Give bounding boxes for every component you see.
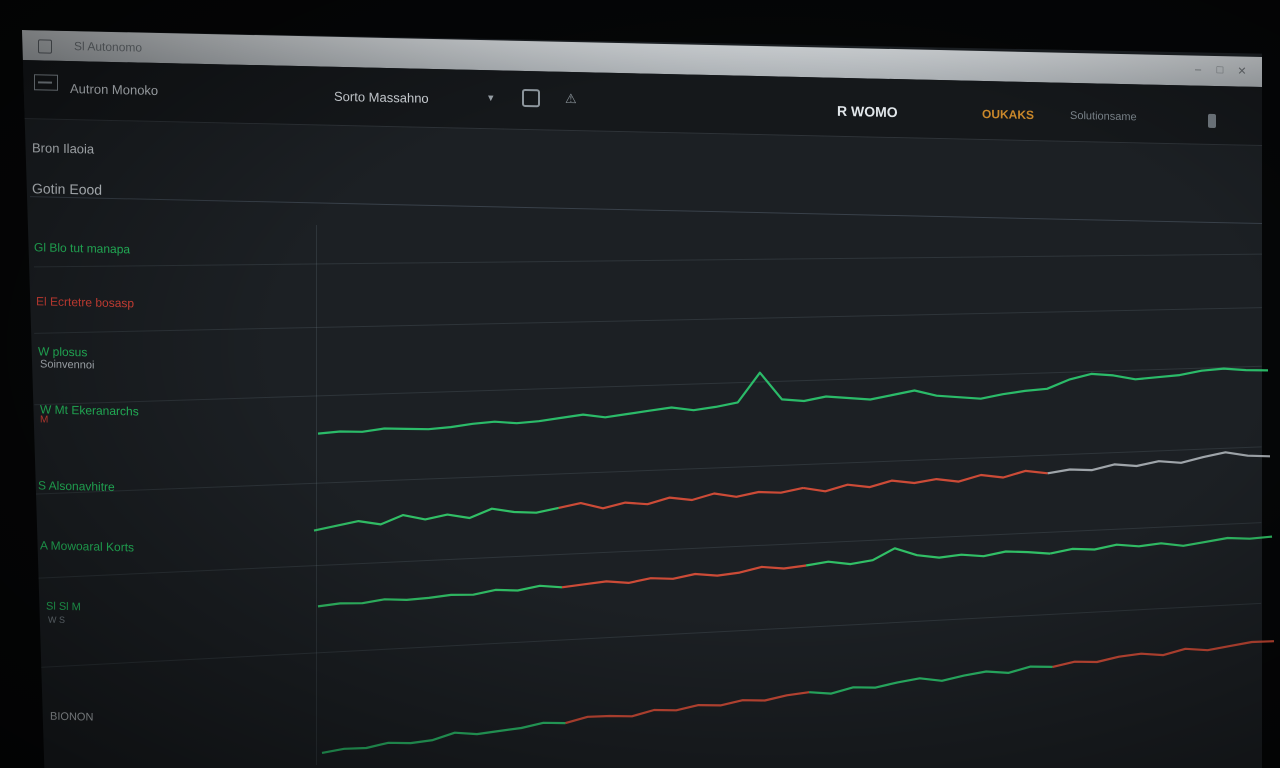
series-3-segment-3 <box>805 547 1051 567</box>
series-4-segment-2 <box>565 691 810 725</box>
series-4-segment-3 <box>809 665 1053 695</box>
series-3-segment-4 <box>1049 535 1273 555</box>
series-3-segment-1 <box>317 584 563 608</box>
series-4-segment-1 <box>321 721 566 754</box>
series-4-segment-4 <box>1052 640 1275 668</box>
series-2-segment-2 <box>558 486 804 510</box>
series-2-segment-4 <box>1047 451 1271 475</box>
series-2-segment-3 <box>802 469 1048 493</box>
series-1-segment-1 <box>317 367 1269 435</box>
series-3-segment-2 <box>561 564 807 589</box>
series-2-segment-1 <box>313 506 559 532</box>
